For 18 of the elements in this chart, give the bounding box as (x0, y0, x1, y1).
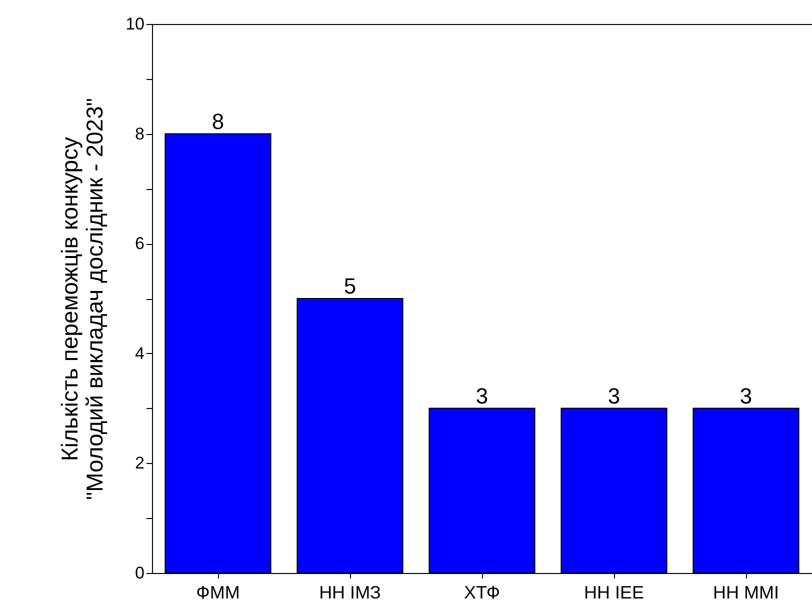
data-label: 5 (344, 274, 356, 298)
data-label: 3 (476, 383, 488, 408)
y-tick-label: 0 (135, 564, 144, 582)
text: Кількість переможців конкурсу (56, 136, 83, 462)
data-label: 3 (740, 383, 752, 408)
data-label: 8 (212, 108, 224, 134)
y-tick-label: 10 (126, 14, 144, 34)
x-tick-label: НН ММІ (713, 582, 779, 602)
x-tick-label: НН ІМЗ (319, 582, 381, 602)
y-tick-label: 2 (135, 454, 144, 473)
x-tick-label: ХТФ (464, 582, 500, 602)
data-label: 3 (608, 383, 620, 408)
text: "Молодий викладач дослідник - 2023" (82, 98, 108, 500)
y-tick-label: 4 (135, 344, 144, 363)
y-tick-label: 6 (135, 234, 144, 254)
y-tick-label: 8 (135, 124, 144, 144)
x-tick-label: НН ІЕЕ (584, 582, 644, 602)
x-tick-label: ФММ (196, 582, 240, 602)
